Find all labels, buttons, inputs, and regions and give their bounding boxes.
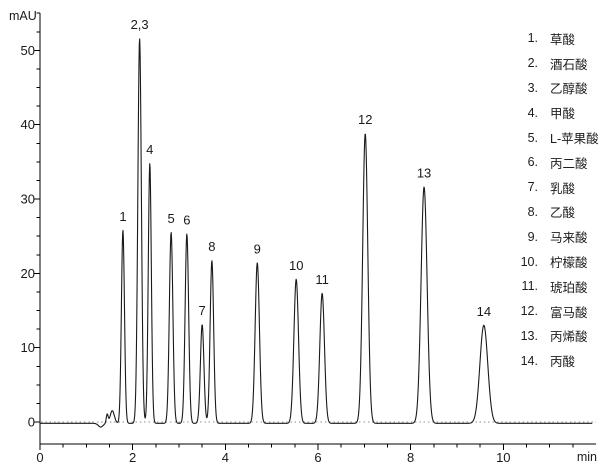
legend-item-number: 7. bbox=[527, 180, 538, 195]
peak-label: 11 bbox=[315, 272, 329, 287]
legend-item-name: 甲酸 bbox=[550, 107, 576, 122]
legend-item-name: 乙醇酸 bbox=[550, 82, 588, 97]
peak-label: 12 bbox=[358, 112, 372, 127]
legend-item-number: 13. bbox=[520, 328, 538, 343]
legend-item-name: 酒石酸 bbox=[550, 57, 588, 72]
legend-item-number: 9. bbox=[527, 229, 538, 244]
legend-item-name: 富马酸 bbox=[550, 305, 588, 320]
peak-label: 14 bbox=[477, 304, 491, 319]
legend-item-number: 4. bbox=[527, 105, 538, 120]
x-tick-label: 4 bbox=[222, 450, 229, 465]
x-tick-label: 0 bbox=[36, 450, 43, 465]
legend-item: 11. 琥珀酸 bbox=[506, 274, 599, 299]
legend-item-name: 草酸 bbox=[550, 32, 576, 47]
x-tick-label: 6 bbox=[314, 450, 321, 465]
legend-item: 12. 富马酸 bbox=[506, 299, 599, 324]
legend-item: 2. 酒石酸 bbox=[506, 51, 599, 76]
legend-item-number: 1. bbox=[527, 31, 538, 46]
legend-item-name: L-苹果酸 bbox=[550, 132, 599, 147]
legend-item-number: 8. bbox=[527, 204, 538, 219]
chromatogram-trace bbox=[39, 38, 593, 428]
legend-item: 13. 丙烯酸 bbox=[506, 324, 599, 349]
legend-item: 8. 乙酸 bbox=[506, 200, 599, 225]
legend-item: 7. 乳酸 bbox=[506, 175, 599, 200]
legend-item: 6. 丙二酸 bbox=[506, 150, 599, 175]
y-tick-label: 50 bbox=[21, 43, 35, 58]
x-tick-label: 8 bbox=[407, 450, 414, 465]
x-axis-unit-label: min bbox=[577, 450, 597, 464]
legend-item-name: 琥珀酸 bbox=[550, 280, 588, 295]
legend-item-number: 6. bbox=[527, 155, 538, 170]
y-tick-label: 10 bbox=[21, 340, 35, 355]
x-tick-label: 10 bbox=[496, 450, 510, 465]
legend-item-name: 乳酸 bbox=[550, 181, 576, 196]
legend-item-name: 乙酸 bbox=[550, 206, 576, 221]
legend-item: 9. 马来酸 bbox=[506, 224, 599, 249]
legend-item: 5. L-苹果酸 bbox=[506, 125, 599, 150]
legend-item: 14. 丙酸 bbox=[506, 348, 599, 373]
legend-item-number: 5. bbox=[527, 130, 538, 145]
x-tick-label: 2 bbox=[129, 450, 136, 465]
legend-item-name: 柠檬酸 bbox=[550, 256, 588, 271]
legend-item-name: 丙烯酸 bbox=[550, 330, 588, 345]
legend-item-name: 马来酸 bbox=[550, 231, 588, 246]
peak-label: 8 bbox=[208, 239, 215, 254]
y-tick-label: 40 bbox=[21, 117, 35, 132]
legend-item-number: 14. bbox=[520, 353, 538, 368]
legend-item-number: 2. bbox=[527, 56, 538, 71]
peak-label: 13 bbox=[417, 166, 431, 181]
peak-label: 6 bbox=[183, 212, 190, 227]
peak-label: 7 bbox=[199, 303, 206, 318]
legend-item: 10. 柠檬酸 bbox=[506, 249, 599, 274]
compound-legend: 1. 草酸 2. 酒石酸 3. 乙醇酸 4. 甲酸 5. L-苹果酸 6. 丙二酸 7. 乳酸 8. 乙酸 9.… bbox=[506, 26, 599, 373]
legend-item-number: 12. bbox=[520, 304, 538, 319]
legend-item-number: 3. bbox=[527, 80, 538, 95]
y-tick-label: 20 bbox=[21, 266, 35, 281]
peak-label: 5 bbox=[167, 211, 174, 226]
peak-label: 1 bbox=[119, 209, 126, 224]
peak-label: 9 bbox=[254, 241, 261, 256]
peak-label: 4 bbox=[146, 142, 153, 157]
peak-label: 2,3 bbox=[131, 17, 149, 32]
legend-item: 3. 乙醇酸 bbox=[506, 76, 599, 101]
legend-item: 4. 甲酸 bbox=[506, 100, 599, 125]
peak-label: 10 bbox=[289, 258, 303, 273]
legend-item-name: 丙二酸 bbox=[550, 156, 588, 171]
y-tick-label: 0 bbox=[28, 415, 35, 430]
y-axis-unit-label: mAU bbox=[9, 9, 37, 23]
legend-item-number: 11. bbox=[521, 279, 538, 294]
legend-item-number: 10. bbox=[520, 254, 538, 269]
y-tick-label: 30 bbox=[21, 192, 35, 207]
legend-item-name: 丙酸 bbox=[550, 355, 576, 370]
legend-item: 1. 草酸 bbox=[506, 26, 599, 51]
